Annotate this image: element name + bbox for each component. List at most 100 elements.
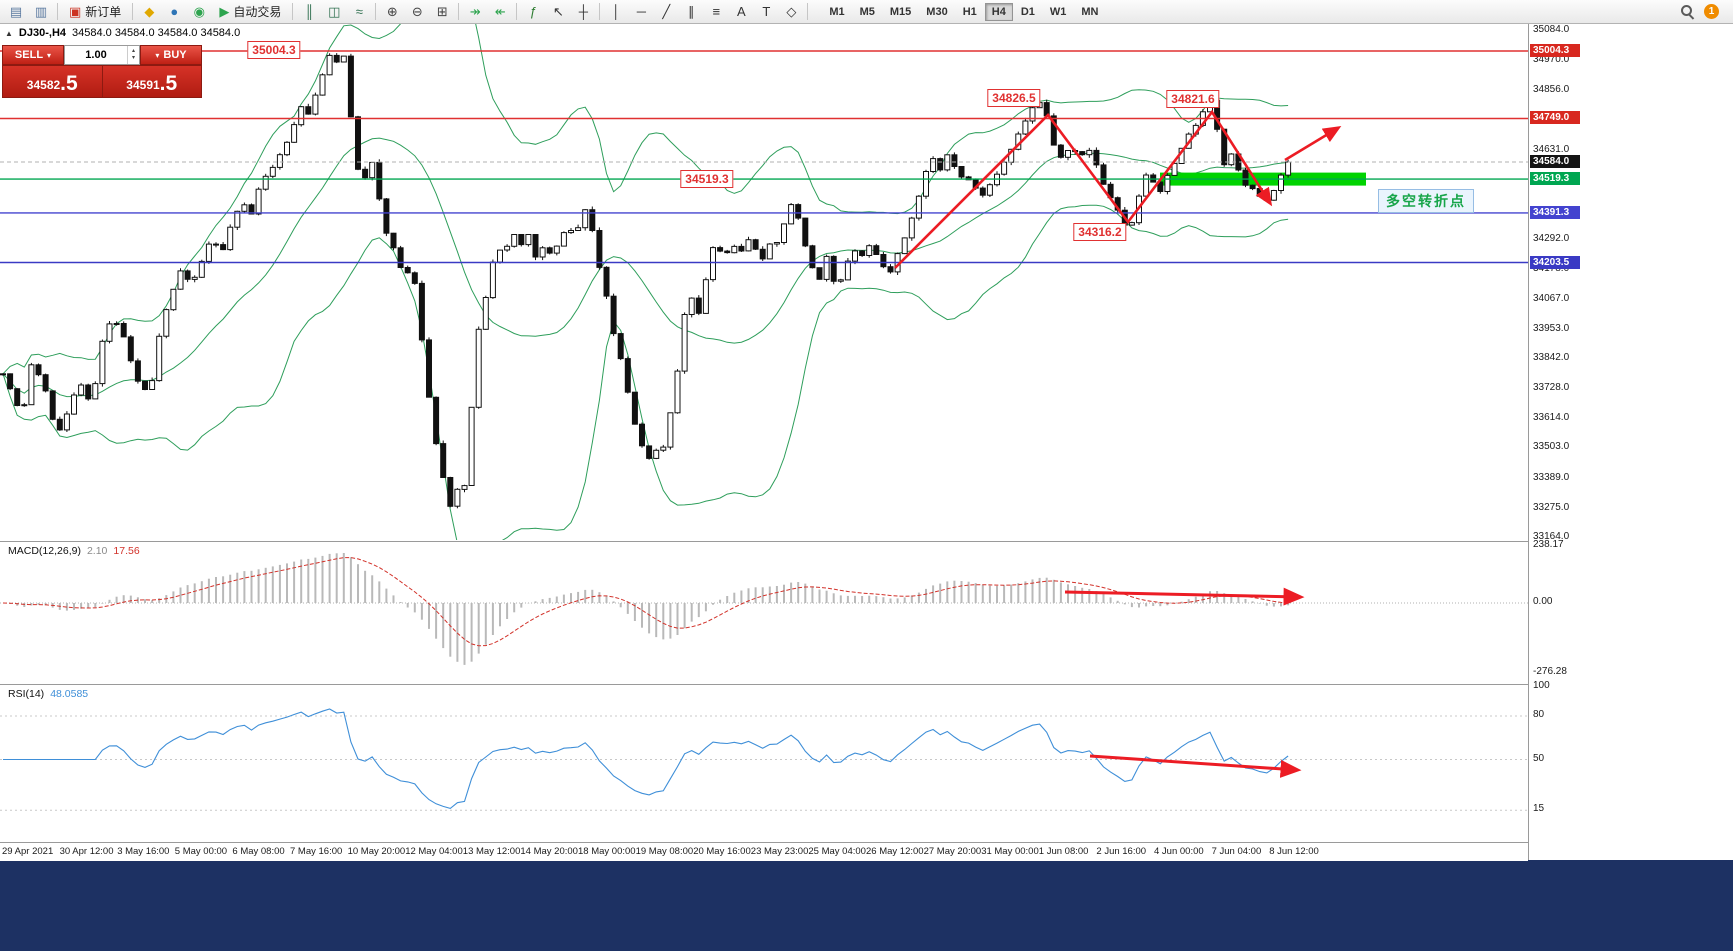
shapes-icon[interactable]: ◇ bbox=[779, 1, 803, 23]
spinner-up-icon[interactable]: ▴ bbox=[131, 48, 135, 55]
indicators-icon[interactable]: ƒ bbox=[521, 1, 545, 23]
search-icon[interactable] bbox=[1680, 4, 1695, 19]
volume-box: ▴ ▾ bbox=[64, 45, 140, 65]
price-callout-34826.5[interactable]: 34826.5 bbox=[987, 89, 1041, 107]
cursor-icon[interactable]: ↖ bbox=[546, 1, 570, 23]
time-label: 13 May 12:00 bbox=[462, 846, 521, 857]
chart-title: ▲ DJ30-,H4 34584.0 34584.0 34584.0 34584… bbox=[5, 27, 240, 39]
timeframe-mn[interactable]: MN bbox=[1081, 5, 1099, 18]
refresh-icon: ◉ bbox=[193, 4, 205, 19]
community-icon[interactable]: ● bbox=[162, 1, 186, 23]
price-box-34519.3: 34519.3 bbox=[1530, 172, 1580, 186]
zoom-out-icon[interactable]: ⊖ bbox=[405, 1, 429, 23]
timeframe-m30[interactable]: M30 bbox=[926, 5, 948, 18]
text-icon[interactable]: A bbox=[729, 1, 753, 23]
buy-price[interactable]: 34591.5 bbox=[101, 65, 202, 98]
toolbar-right: 1 bbox=[1680, 4, 1729, 19]
time-label: 18 May 00:00 bbox=[578, 846, 636, 857]
crosshair-icon[interactable]: ┼ bbox=[571, 1, 595, 23]
macd-svg bbox=[0, 553, 1528, 665]
price-callout-34821.6[interactable]: 34821.6 bbox=[1166, 90, 1220, 108]
autotrading-button[interactable]: ▶ 自动交易 bbox=[212, 1, 288, 23]
trendline-icon[interactable]: ╱ bbox=[654, 1, 678, 23]
zoom-out-icon: ⊖ bbox=[411, 4, 423, 19]
zoom-in-icon[interactable]: ⊕ bbox=[380, 1, 404, 23]
timeframe-h4[interactable]: H4 bbox=[984, 2, 1013, 21]
rsi-trend-arrow[interactable] bbox=[1089, 754, 1302, 778]
macd-histogram bbox=[9, 553, 1290, 665]
time-label: 14 May 20:00 bbox=[520, 846, 578, 857]
timeframe-d1[interactable]: D1 bbox=[1020, 5, 1035, 18]
breakout-arrow[interactable] bbox=[1284, 125, 1342, 162]
sell-price[interactable]: 34582.5 bbox=[2, 65, 102, 98]
bars-chart-icon[interactable]: ║ bbox=[297, 1, 321, 23]
price-box-34391.3: 34391.3 bbox=[1530, 205, 1580, 219]
macd-chart-area[interactable] bbox=[0, 542, 1528, 683]
candlestick-chart-icon[interactable]: ◫ bbox=[322, 1, 346, 23]
new-order-button[interactable]: ▣ 新订单 bbox=[62, 1, 128, 23]
toolbar-separator bbox=[292, 3, 294, 20]
new-chart-icon: ▤ bbox=[9, 4, 23, 19]
buy-caret-icon: ▾ bbox=[155, 50, 160, 60]
scale-tick-33275.0: 33275.0 bbox=[1533, 501, 1570, 513]
scale-tick-34856.0: 34856.0 bbox=[1533, 84, 1570, 96]
toolbar: ▤ ▥ ▣ 新订单 ◆ ● ◉ ▶ 自动交易 ║ ◫ ≈ ⊕ ⊖ ⊞ ↠ ↞ ƒ ↖ ┼ │ ─ ╱ ∥ ≡ A T ◇ M1 M5 M15… bbox=[0, 0, 1733, 24]
time-axis[interactable]: 29 Apr 2021 30 Apr 12:00 3 May 16:00 5 May … bbox=[0, 842, 1528, 861]
rsi-chart-area[interactable] bbox=[0, 685, 1528, 843]
candles-layer bbox=[0, 53, 1292, 509]
timeframe-h1[interactable]: H1 bbox=[962, 5, 977, 18]
horizontal-line-icon: ─ bbox=[636, 4, 646, 19]
refresh-icon[interactable]: ◉ bbox=[187, 1, 211, 23]
price-scale[interactable]: 35084.0 34970.0 34856.0 34631.0 34292.0 34178… bbox=[1528, 24, 1733, 860]
fibonacci-icon[interactable]: ≡ bbox=[704, 1, 728, 23]
price-callout-34316.2[interactable]: 34316.2 bbox=[1073, 223, 1127, 241]
buy-price-int: 34591 bbox=[126, 78, 160, 92]
autotrading-icon: ▶ bbox=[219, 4, 230, 19]
chart-shift-icon[interactable]: ↞ bbox=[488, 1, 512, 23]
spinner-down-icon[interactable]: ▾ bbox=[131, 55, 135, 61]
volume-input[interactable] bbox=[65, 46, 127, 64]
macd-signal-line bbox=[2, 557, 1289, 647]
main-chart-area[interactable] bbox=[0, 24, 1528, 540]
notification-badge[interactable]: 1 bbox=[1704, 4, 1719, 19]
timeframe-m15[interactable]: M15 bbox=[889, 5, 912, 18]
time-label: 1 Jun 08:00 bbox=[1038, 846, 1089, 857]
cursor-icon: ↖ bbox=[552, 4, 564, 19]
new-chart-icon[interactable]: ▤ bbox=[4, 1, 28, 23]
timeframe-m5[interactable]: M5 bbox=[859, 5, 875, 18]
scale-tick-0.00: 0.00 bbox=[1533, 596, 1553, 607]
channel-icon: ∥ bbox=[688, 4, 695, 19]
time-label: 29 Apr 2021 bbox=[2, 846, 54, 857]
one-click-trading-panel: SELL ▾ ▴ ▾ ▾ BUY 34582.5 bbox=[2, 45, 202, 98]
price-callout-35004.3[interactable]: 35004.3 bbox=[247, 41, 301, 59]
buy-button[interactable]: ▾ BUY bbox=[140, 45, 202, 65]
market-icon[interactable]: ◆ bbox=[137, 1, 161, 23]
macd-trend-arrow[interactable] bbox=[1064, 587, 1305, 606]
auto-scroll-icon[interactable]: ↠ bbox=[463, 1, 487, 23]
vertical-line-icon[interactable]: │ bbox=[604, 1, 628, 23]
rsi-value: 48.0585 bbox=[50, 688, 89, 700]
volume-spinner[interactable]: ▴ ▾ bbox=[127, 46, 139, 64]
trend-zigzag-arrow[interactable] bbox=[894, 109, 1273, 269]
rsi-panel: RSI(14) 48.0585 bbox=[0, 684, 1528, 843]
scale-tick-35084.0: 35084.0 bbox=[1533, 24, 1570, 35]
annotation-note[interactable]: 多空转折点 bbox=[1378, 189, 1474, 213]
rsi-indicator-name: RSI(14) bbox=[8, 688, 45, 700]
timeframe-switcher: M1 M5 M15 M30 H1 H4 D1 W1 MN bbox=[822, 2, 1105, 21]
scale-tick-34067.0: 34067.0 bbox=[1533, 292, 1570, 304]
label-icon[interactable]: T bbox=[754, 1, 778, 23]
price-callout-34519.3[interactable]: 34519.3 bbox=[680, 170, 734, 188]
chart-profiles-icon[interactable]: ▥ bbox=[29, 1, 53, 23]
horizontal-line-icon[interactable]: ─ bbox=[629, 1, 653, 23]
auto-scroll-icon: ↠ bbox=[469, 4, 481, 19]
toolbar-separator bbox=[516, 3, 518, 20]
line-chart-icon[interactable]: ≈ bbox=[347, 1, 371, 23]
time-label: 19 May 08:00 bbox=[635, 846, 694, 857]
tile-windows-icon[interactable]: ⊞ bbox=[430, 1, 454, 23]
channel-icon[interactable]: ∥ bbox=[679, 1, 703, 23]
scale-tick-50: 50 bbox=[1533, 752, 1545, 764]
timeframe-w1[interactable]: W1 bbox=[1049, 5, 1067, 18]
sell-button[interactable]: SELL ▾ bbox=[2, 45, 64, 65]
scale-tick-238.17: 238.17 bbox=[1533, 539, 1564, 550]
timeframe-m1[interactable]: M1 bbox=[829, 5, 845, 18]
